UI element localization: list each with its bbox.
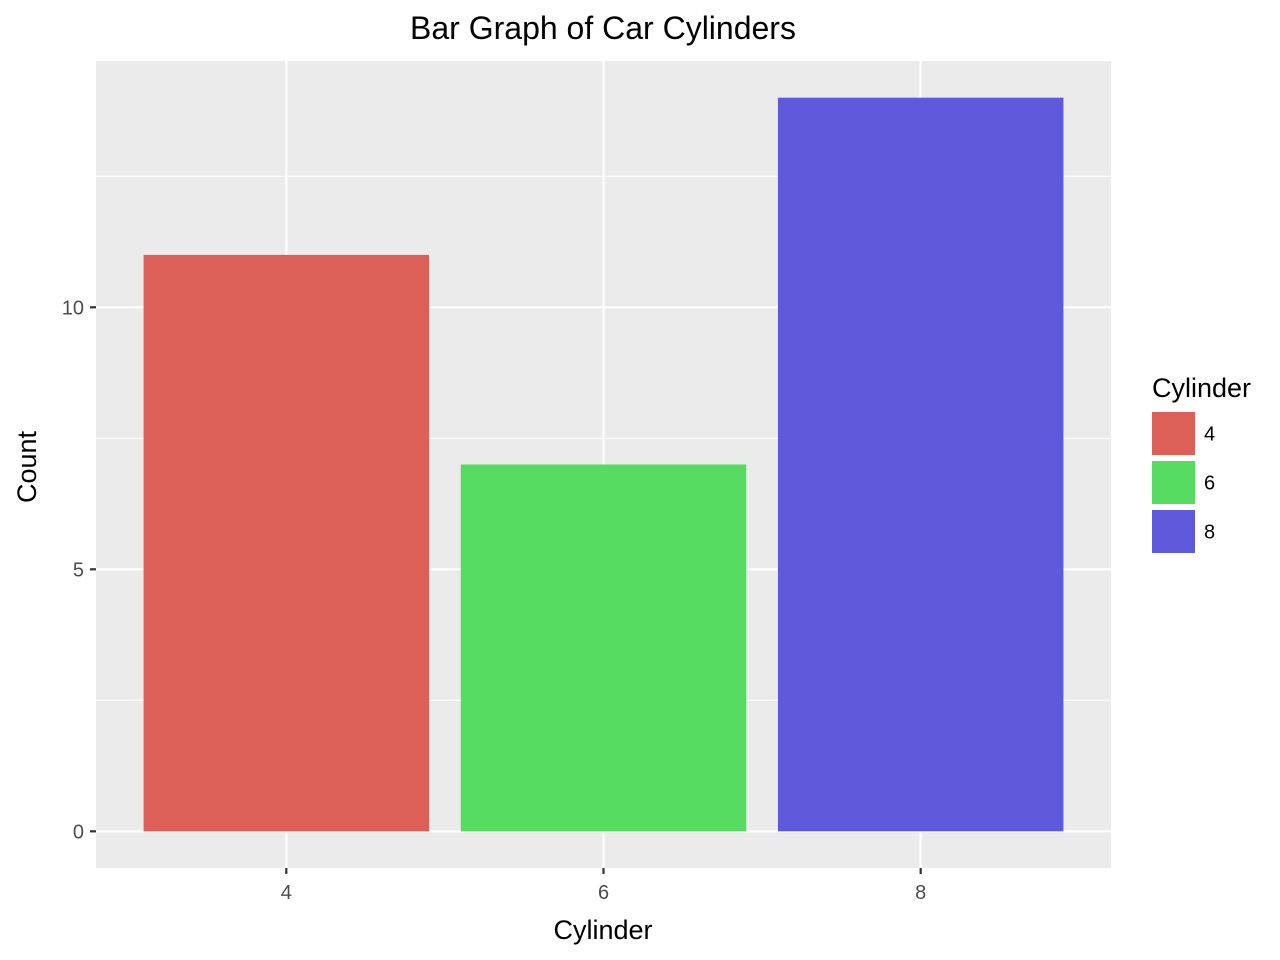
legend: Cylinder 4 6 8 bbox=[1152, 373, 1251, 553]
x-tick-label: 4 bbox=[281, 882, 292, 904]
y-axis-title: Count bbox=[12, 430, 42, 503]
y-tick-label: 10 bbox=[62, 297, 84, 319]
legend-key-4 bbox=[1152, 412, 1195, 455]
legend-key-8 bbox=[1152, 510, 1195, 553]
y-axis: 0 5 10 bbox=[62, 297, 96, 843]
x-tick-label: 6 bbox=[598, 882, 609, 904]
x-axis: 4 6 8 bbox=[281, 868, 926, 904]
legend-label: 4 bbox=[1204, 424, 1215, 446]
y-tick-label: 0 bbox=[73, 821, 84, 843]
legend-title: Cylinder bbox=[1152, 373, 1251, 403]
chart-title: Bar Graph of Car Cylinders bbox=[410, 10, 796, 46]
bar-6 bbox=[460, 464, 747, 832]
legend-label: 8 bbox=[1204, 522, 1215, 544]
bar-4 bbox=[143, 254, 430, 832]
x-axis-title: Cylinder bbox=[553, 915, 652, 945]
bar-8 bbox=[777, 97, 1064, 832]
legend-label: 6 bbox=[1204, 473, 1215, 495]
legend-key-6 bbox=[1152, 461, 1195, 504]
x-tick-label: 8 bbox=[915, 882, 926, 904]
y-tick-label: 5 bbox=[73, 559, 84, 581]
bars bbox=[143, 97, 1064, 832]
